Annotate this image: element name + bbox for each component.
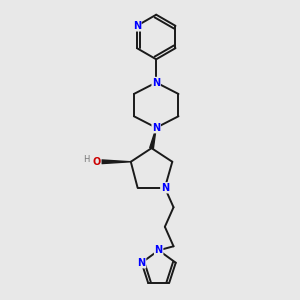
Text: N: N (133, 21, 141, 31)
Polygon shape (150, 128, 156, 148)
Text: N: N (161, 183, 169, 193)
Text: N: N (152, 77, 160, 88)
Text: N: N (154, 245, 163, 255)
Text: H: H (83, 155, 90, 164)
Text: N: N (152, 123, 160, 133)
Polygon shape (101, 160, 131, 164)
Text: O: O (93, 157, 101, 167)
Text: N: N (137, 258, 146, 268)
